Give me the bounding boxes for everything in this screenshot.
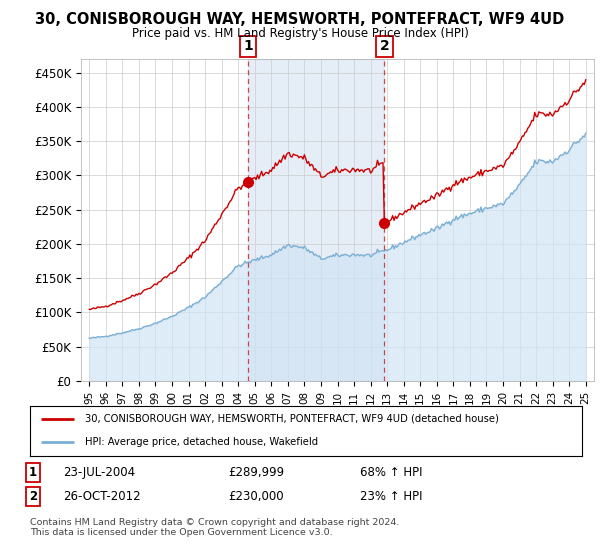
Text: Contains HM Land Registry data © Crown copyright and database right 2024.
This d: Contains HM Land Registry data © Crown c…	[30, 518, 400, 538]
Text: 30, CONISBOROUGH WAY, HEMSWORTH, PONTEFRACT, WF9 4UD (detached house): 30, CONISBOROUGH WAY, HEMSWORTH, PONTEFR…	[85, 414, 499, 423]
Text: 23-JUL-2004: 23-JUL-2004	[63, 466, 135, 479]
Text: 30, CONISBOROUGH WAY, HEMSWORTH, PONTEFRACT, WF9 4UD: 30, CONISBOROUGH WAY, HEMSWORTH, PONTEFR…	[35, 12, 565, 27]
Text: 2: 2	[29, 490, 37, 503]
Text: 1: 1	[243, 39, 253, 53]
Bar	[248, 59, 385, 381]
Text: 68% ↑ HPI: 68% ↑ HPI	[360, 466, 422, 479]
Text: 1: 1	[29, 466, 37, 479]
Text: 26-OCT-2012: 26-OCT-2012	[63, 490, 140, 503]
Text: HPI: Average price, detached house, Wakefield: HPI: Average price, detached house, Wake…	[85, 437, 319, 447]
Text: 23% ↑ HPI: 23% ↑ HPI	[360, 490, 422, 503]
Text: 2: 2	[380, 39, 389, 53]
Text: Price paid vs. HM Land Registry's House Price Index (HPI): Price paid vs. HM Land Registry's House …	[131, 27, 469, 40]
Text: £230,000: £230,000	[228, 490, 284, 503]
Text: £289,999: £289,999	[228, 466, 284, 479]
